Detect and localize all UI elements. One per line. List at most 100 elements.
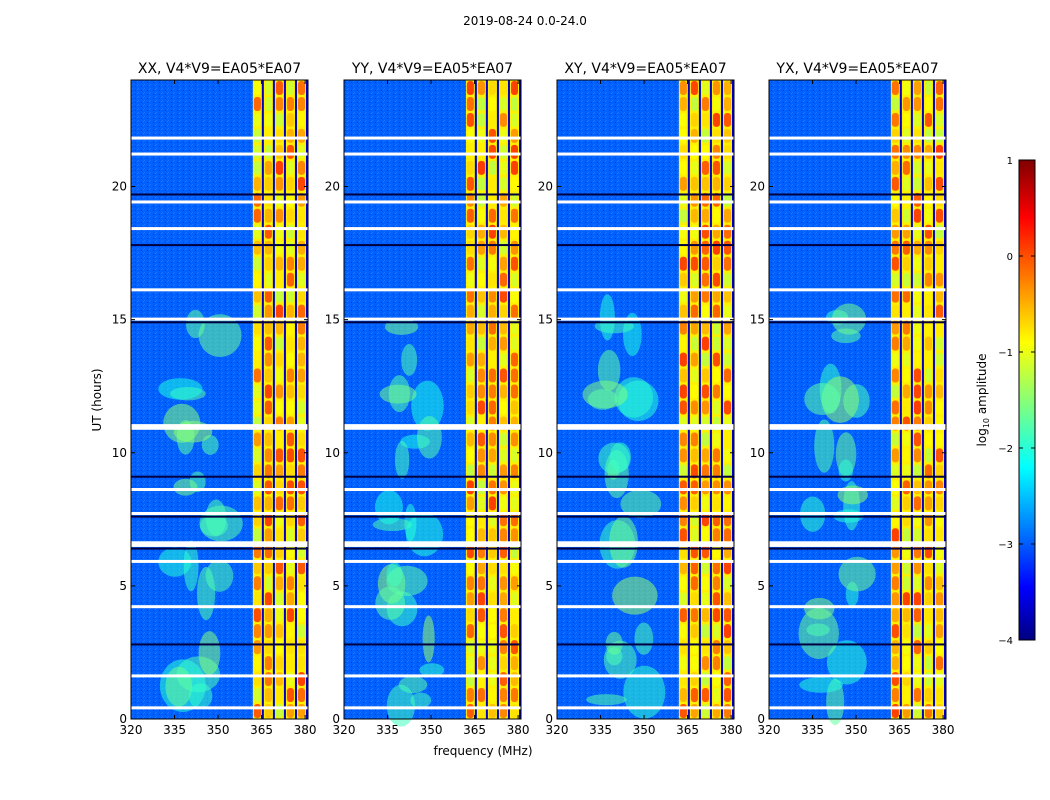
rfi-cell xyxy=(891,496,899,511)
colorbar-tick-label: −4 xyxy=(998,636,1013,647)
rfi-cell xyxy=(935,432,943,447)
rfi-cell xyxy=(275,704,283,718)
rfi-cell xyxy=(499,624,507,639)
rfi-cell xyxy=(297,432,305,447)
rfi-cell xyxy=(924,224,932,239)
rfi-cell xyxy=(275,368,283,383)
rfi-cell xyxy=(935,272,943,287)
rfi-cell xyxy=(499,176,507,191)
rfi-cell xyxy=(679,368,687,383)
rfi-cell xyxy=(499,672,507,687)
rfi-cell xyxy=(286,704,294,718)
rfi-cell xyxy=(935,144,943,159)
rfi-cell xyxy=(924,464,932,479)
rfi-cell xyxy=(891,256,899,271)
rfi-cell xyxy=(253,576,261,591)
rfi-cell xyxy=(510,208,518,223)
rfi-cell xyxy=(510,624,518,639)
panel-yx: YX, V4*V9=EA05*EA07 320 335 350 365 380 0 5 10 15… xyxy=(750,61,955,737)
colorbar-tick-label: 1 xyxy=(1007,156,1013,167)
rfi-cell xyxy=(902,144,910,159)
rfi-cell xyxy=(902,208,910,223)
rfi-cell xyxy=(679,208,687,223)
rfi-cell xyxy=(297,464,305,479)
flagged-time-row xyxy=(769,244,946,247)
emission-blob xyxy=(599,294,615,341)
rfi-cell xyxy=(488,400,496,415)
rfi-cell xyxy=(488,496,496,511)
y-tick-label: 5 xyxy=(332,579,340,593)
rfi-cell xyxy=(488,224,496,239)
x-tick-label: 320 xyxy=(546,723,569,737)
rfi-cell xyxy=(902,304,910,319)
rfi-cell xyxy=(477,640,485,655)
rfi-cell xyxy=(679,96,687,111)
rfi-cell xyxy=(891,160,899,175)
rfi-cell xyxy=(935,400,943,415)
rfi-cell xyxy=(477,224,485,239)
emission-blob xyxy=(586,694,627,706)
rfi-cell xyxy=(701,304,709,319)
rfi-cell xyxy=(913,672,921,687)
rfi-cell xyxy=(891,240,899,255)
rfi-cell xyxy=(679,272,687,287)
flagged-time-row xyxy=(769,605,946,609)
rfi-cell xyxy=(510,176,518,191)
rfi-cell xyxy=(275,576,283,591)
rfi-cell xyxy=(701,704,709,718)
rfi-cell xyxy=(466,240,474,255)
rfi-cell xyxy=(477,352,485,367)
x-tick-label: 365 xyxy=(676,723,699,737)
emission-blob xyxy=(374,490,403,525)
rfi-cell xyxy=(924,624,932,639)
rfi-cell xyxy=(924,448,932,463)
rfi-cell xyxy=(723,656,731,671)
rfi-cell xyxy=(264,352,272,367)
rfi-cell xyxy=(264,384,272,399)
rfi-cell xyxy=(891,208,899,223)
rfi-cell xyxy=(477,384,485,399)
rfi-cell xyxy=(712,368,720,383)
rfi-cell xyxy=(264,464,272,479)
flagged-time-row xyxy=(557,488,734,492)
rfi-cell xyxy=(286,592,294,607)
x-tick-label: 365 xyxy=(463,723,486,737)
emission-blob xyxy=(173,478,198,496)
rfi-cell xyxy=(723,432,731,447)
rfi-cell xyxy=(891,320,899,335)
rfi-cell xyxy=(477,288,485,303)
rfi-cell xyxy=(723,224,731,239)
rfi-cell xyxy=(466,480,474,495)
rfi-cell xyxy=(510,528,518,543)
rfi-cell xyxy=(477,368,485,383)
rfi-cell xyxy=(275,304,283,319)
rfi-cell xyxy=(924,384,932,399)
rfi-cell xyxy=(679,160,687,175)
rfi-channel-column xyxy=(263,80,273,719)
rfi-cell xyxy=(477,496,485,511)
rfi-cell xyxy=(679,352,687,367)
panel-title: XX, V4*V9=EA05*EA07 xyxy=(138,61,301,77)
rfi-cell xyxy=(712,320,720,335)
y-tick-label: 15 xyxy=(750,313,765,327)
flagged-time-row xyxy=(131,288,308,292)
panel-xy: XY, V4*V9=EA05*EA07 320 335 350 365 380 0 5 10 15… xyxy=(538,61,743,737)
rfi-cell xyxy=(935,656,943,671)
rfi-cell xyxy=(253,560,261,575)
x-tick-label: 365 xyxy=(888,723,911,737)
rfi-cell xyxy=(286,336,294,351)
rfi-cell xyxy=(723,240,731,255)
rfi-cell xyxy=(510,496,518,511)
rfi-cell xyxy=(891,112,899,127)
rfi-cell xyxy=(466,576,474,591)
rfi-cell xyxy=(275,128,283,143)
rfi-cell xyxy=(902,240,910,255)
emission-blob xyxy=(386,565,428,597)
rfi-cell xyxy=(913,368,921,383)
y-tick-label: 20 xyxy=(538,180,553,194)
rfi-cell xyxy=(924,400,932,415)
emission-blob xyxy=(838,459,854,482)
flagged-time-row xyxy=(131,152,308,156)
rfi-cell xyxy=(902,160,910,175)
